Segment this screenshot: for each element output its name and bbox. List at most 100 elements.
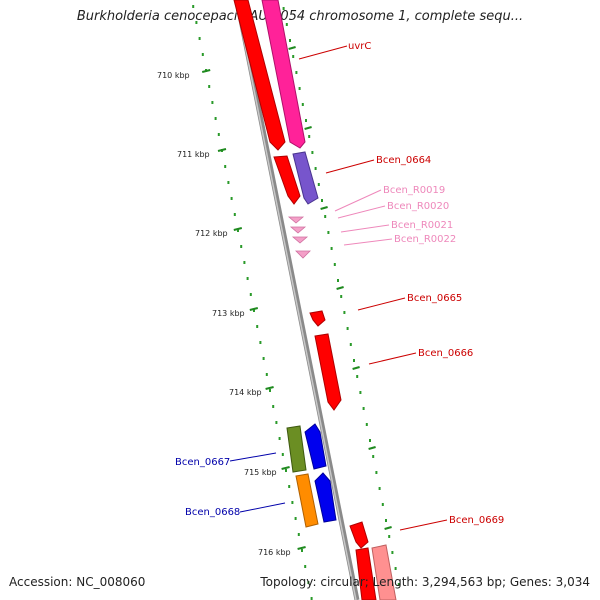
gene-Bcen_0665-block[interactable] bbox=[309, 310, 326, 327]
ruler-label-715: 715 kbp bbox=[244, 468, 277, 477]
gene-label-Bcen_0668[interactable]: Bcen_0668 bbox=[185, 507, 240, 518]
ruler-major-tick bbox=[249, 307, 259, 311]
ruler-dot bbox=[227, 181, 230, 184]
gene-label-Bcen_0667[interactable]: Bcen_0667 bbox=[175, 457, 230, 468]
guide-dot bbox=[385, 519, 387, 522]
gene-label-Bcen_R0020[interactable]: Bcen_R0020 bbox=[387, 201, 449, 212]
ruler-dot bbox=[230, 197, 233, 200]
guide-dot bbox=[362, 407, 365, 410]
ruler-dot bbox=[192, 5, 195, 8]
guide-dot bbox=[292, 55, 295, 58]
gene-label-Bcen_0665[interactable]: Bcen_0665 bbox=[407, 293, 462, 304]
ruler-labels: 710 kbp 711 kbp 712 kbp 713 kbp 714 kbp … bbox=[157, 71, 291, 557]
ruler-dot bbox=[256, 325, 259, 328]
guide-dot bbox=[369, 439, 371, 442]
guide-dot bbox=[298, 87, 301, 90]
guide-dot bbox=[353, 359, 355, 362]
guide-major-tick bbox=[368, 446, 376, 450]
ruler-dot bbox=[285, 469, 287, 472]
guide-dot bbox=[282, 7, 285, 10]
ruler-dot bbox=[259, 341, 262, 344]
ruler-dot bbox=[310, 597, 313, 600]
chromosome-backbone bbox=[234, 0, 360, 600]
ruler-dot bbox=[278, 437, 281, 440]
guide-dot bbox=[295, 71, 298, 74]
ruler-major-tick bbox=[281, 466, 290, 470]
guide-dot bbox=[324, 215, 327, 218]
leader-lines bbox=[229, 45, 448, 531]
guide-dot bbox=[301, 103, 304, 106]
gene-Bcen_R0021-block[interactable] bbox=[291, 236, 309, 244]
ruler-major-tick bbox=[297, 546, 306, 550]
gene-uvrC-block[interactable] bbox=[233, 0, 286, 151]
ruler-dot bbox=[211, 101, 214, 104]
guide-major-tick bbox=[288, 46, 296, 50]
guide-dot bbox=[321, 199, 323, 202]
guide-dot bbox=[343, 311, 346, 314]
ruler-major-tick bbox=[233, 227, 243, 231]
ruler-dot bbox=[253, 309, 255, 312]
ruler-dot bbox=[304, 565, 307, 568]
gene-label-Bcen_0669[interactable]: Bcen_0669 bbox=[449, 515, 504, 526]
gene-Bcen_0667-partner-block[interactable] bbox=[304, 423, 327, 470]
guide-major-tick bbox=[384, 526, 392, 530]
guide-major-tick bbox=[320, 206, 328, 210]
guide-dot bbox=[388, 535, 391, 538]
guide-major-tick bbox=[336, 286, 344, 290]
guide-dot bbox=[305, 119, 307, 122]
ruler-dot bbox=[224, 165, 227, 168]
gene-Bcen_0669-neighbor-block[interactable] bbox=[371, 544, 397, 600]
ruler-dot bbox=[301, 549, 303, 552]
gene-label-Bcen_R0019[interactable]: Bcen_R0019 bbox=[383, 185, 445, 196]
gene-Bcen_R0022-block[interactable] bbox=[295, 250, 311, 259]
guide-dot bbox=[317, 183, 320, 186]
guide-dot bbox=[349, 343, 352, 346]
ruler-label-716: 716 kbp bbox=[258, 548, 291, 557]
gene-Bcen_R0019-block[interactable] bbox=[287, 216, 305, 224]
gene-label-Bcen_R0022[interactable]: Bcen_R0022 bbox=[394, 234, 456, 245]
ruler-dot bbox=[233, 213, 236, 216]
ruler-dot bbox=[237, 229, 239, 232]
scale-ruler bbox=[192, 5, 313, 600]
ruler-dot bbox=[217, 133, 220, 136]
ruler-dot bbox=[291, 501, 294, 504]
guide-dot bbox=[372, 455, 375, 458]
ruler-dot bbox=[249, 293, 252, 296]
guide-dot bbox=[289, 39, 291, 42]
ruler-dot bbox=[288, 485, 291, 488]
topology-summary: Topology: circular; Length: 3,294,563 bp… bbox=[260, 575, 590, 589]
guide-dot bbox=[359, 391, 362, 394]
gene-features bbox=[233, 0, 397, 600]
gene-Bcen_0666-block[interactable] bbox=[314, 333, 342, 411]
gene-Bcen_0668-partner-block[interactable] bbox=[314, 472, 337, 523]
gene-Bcen_0668-block[interactable] bbox=[295, 473, 319, 528]
guide-dot bbox=[375, 471, 378, 474]
guide-dot bbox=[337, 279, 339, 282]
guide-dot bbox=[330, 247, 333, 250]
gene-uvrC-neighbor-block[interactable] bbox=[261, 0, 306, 149]
ruler-dot bbox=[281, 453, 284, 456]
guide-dot bbox=[285, 23, 288, 26]
gene-Bcen_0669-lower-block[interactable] bbox=[355, 547, 377, 600]
gene-uvrC-block-2[interactable] bbox=[273, 155, 301, 205]
chromosome-backbone-highlight bbox=[235, 0, 357, 600]
ruler-dot bbox=[243, 261, 246, 264]
accession-label: Accession: NC_008060 bbox=[9, 575, 146, 589]
gene-Bcen_0664-block[interactable] bbox=[292, 151, 319, 205]
gene-label-Bcen_R0021[interactable]: Bcen_R0021 bbox=[391, 220, 453, 231]
gene-label-Bcen_0666[interactable]: Bcen_0666 bbox=[418, 348, 473, 359]
gene-label-uvrC[interactable]: uvrC bbox=[348, 41, 371, 52]
ruler-dot bbox=[297, 533, 300, 536]
gene-Bcen_0669-block[interactable] bbox=[349, 521, 369, 549]
ruler-dot bbox=[246, 277, 249, 280]
gene-Bcen_0667-block[interactable] bbox=[286, 425, 307, 473]
ruler-label-710: 710 kbp bbox=[157, 71, 190, 80]
gene-label-Bcen_0664[interactable]: Bcen_0664 bbox=[376, 155, 431, 166]
guide-dot bbox=[314, 167, 317, 170]
guide-dot bbox=[394, 567, 397, 570]
guide-dot bbox=[311, 151, 314, 154]
gene-Bcen_R0020-block[interactable] bbox=[289, 226, 307, 234]
ruler-dot bbox=[198, 37, 201, 40]
